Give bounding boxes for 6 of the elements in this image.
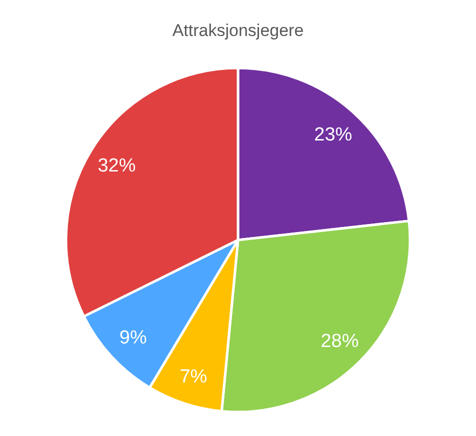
data-label: 28% <box>320 330 359 352</box>
data-label: 23% <box>314 124 352 146</box>
data-label: 7% <box>180 366 208 388</box>
data-label: 32% <box>98 155 136 176</box>
chart-title: Attraksjonsjegere <box>172 21 304 40</box>
data-label: 9% <box>119 328 147 349</box>
